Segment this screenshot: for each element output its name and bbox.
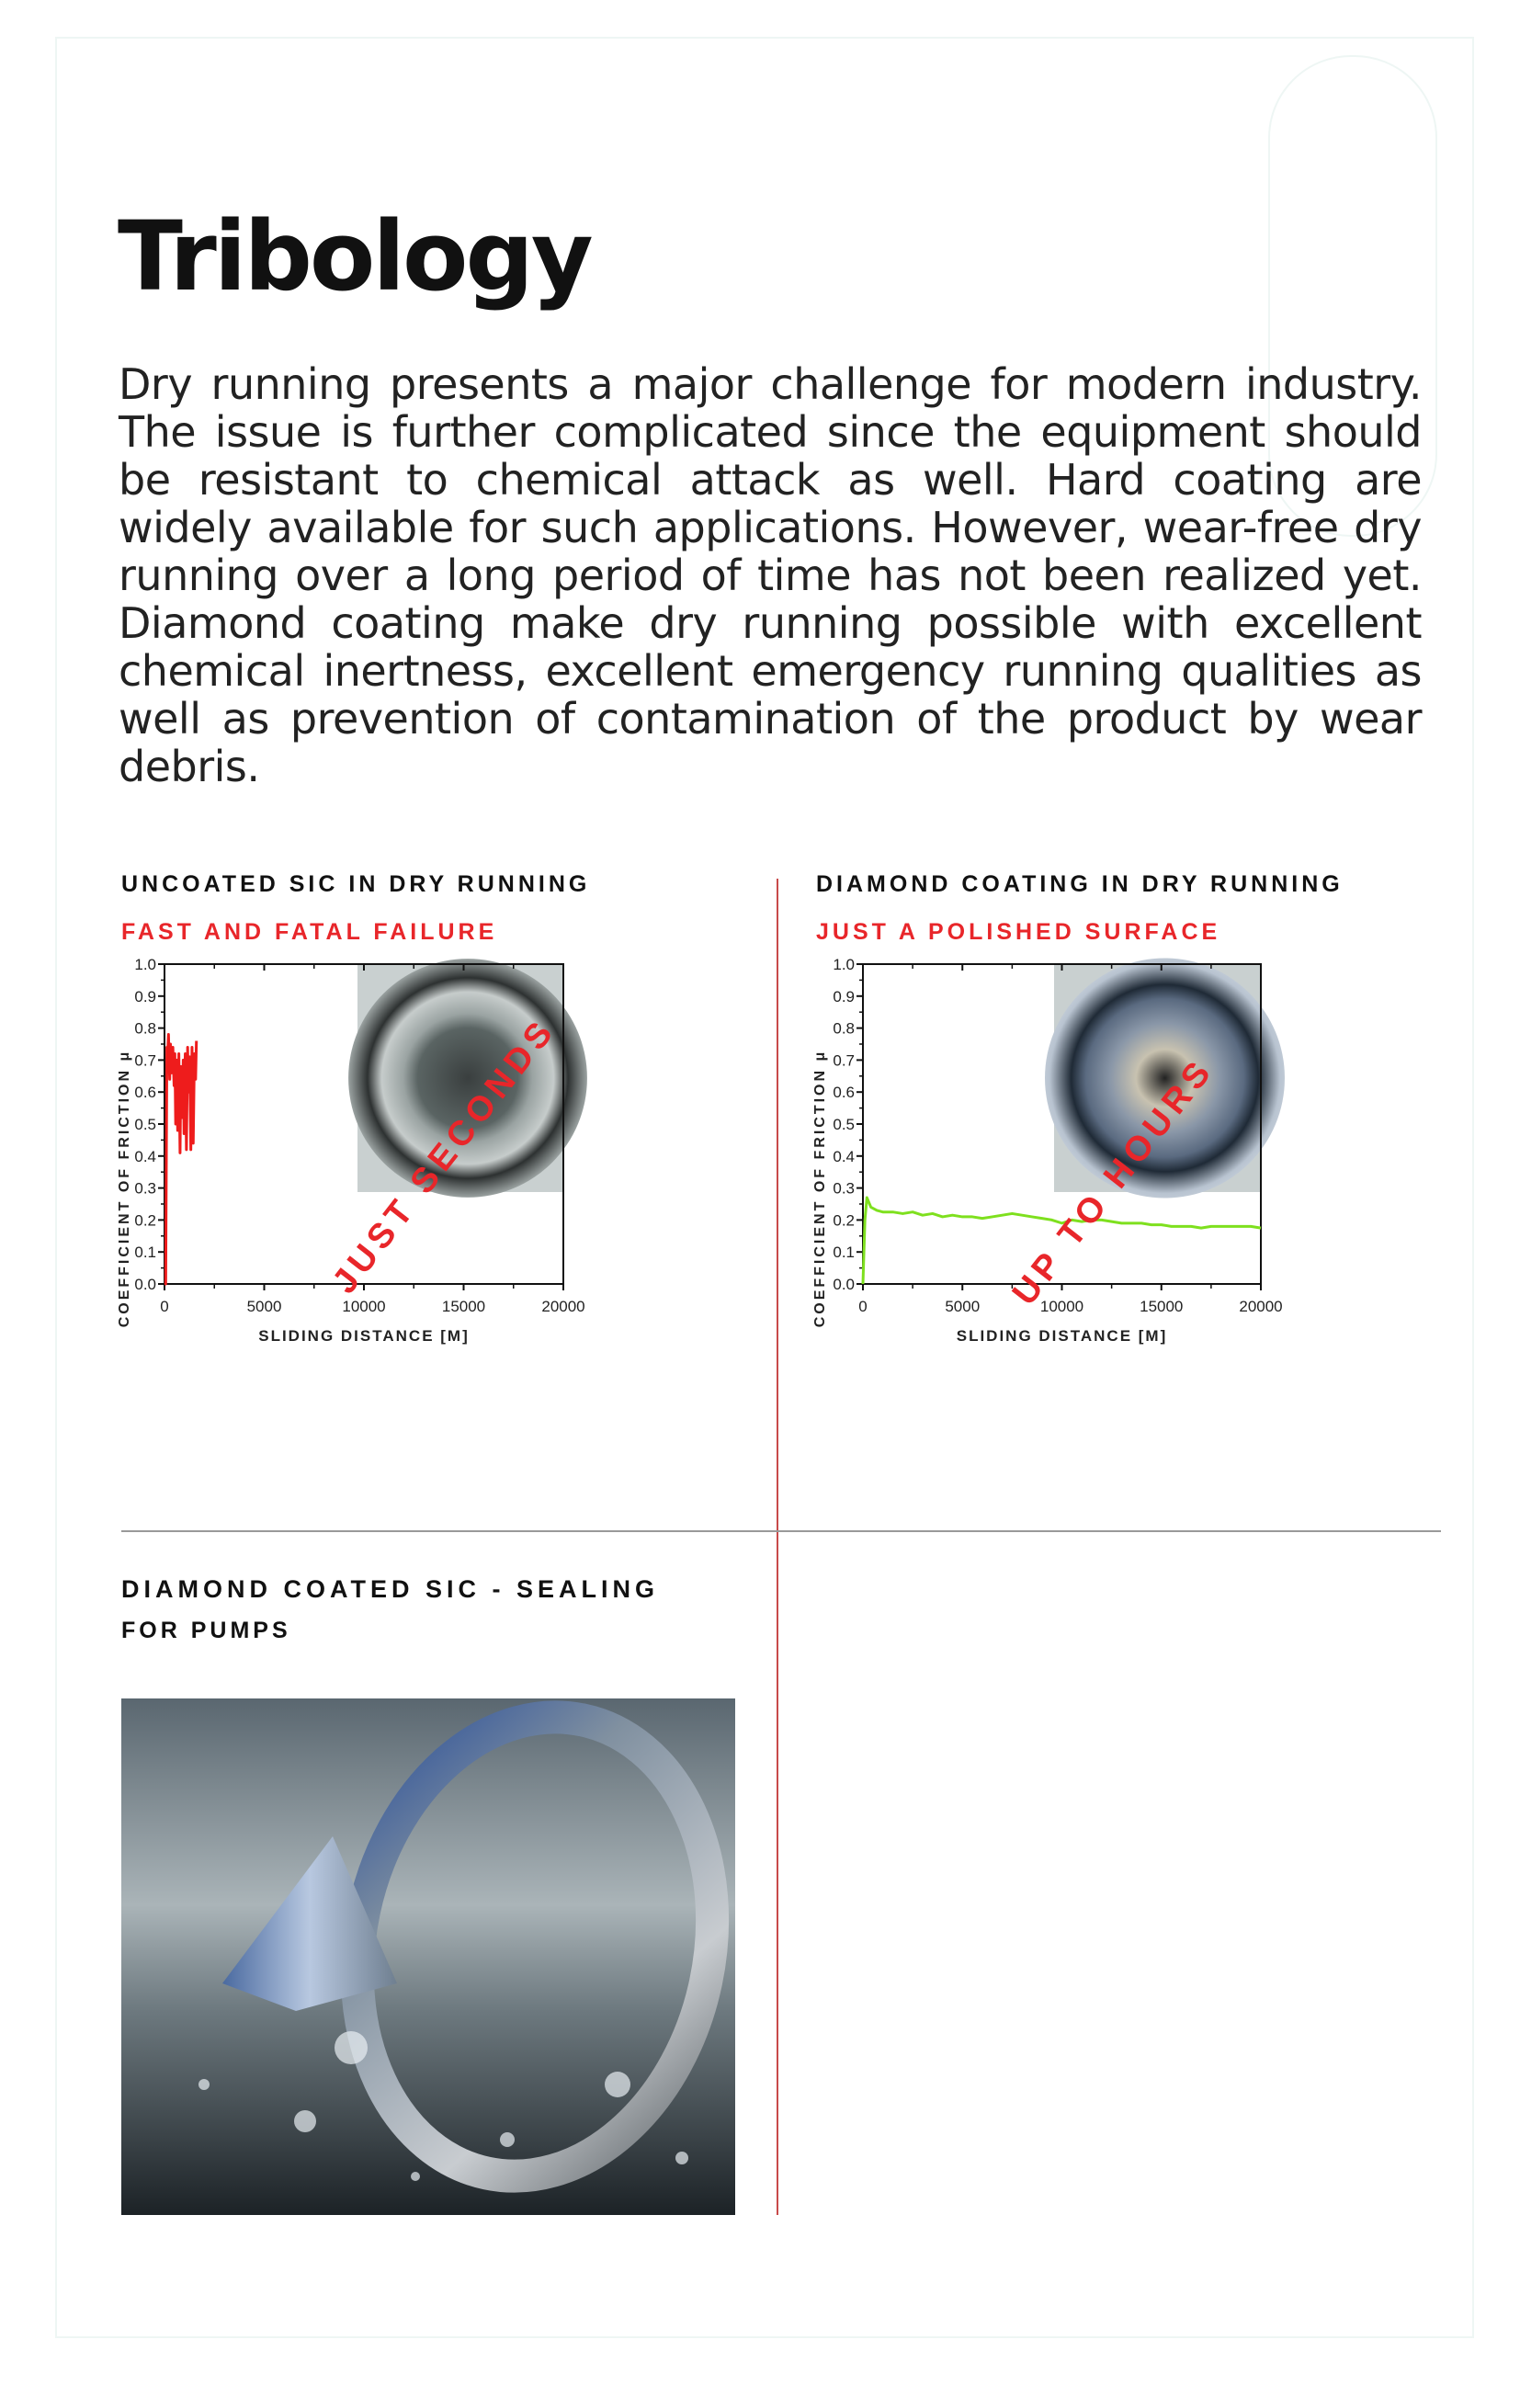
diamond-coated-seal-photo: [121, 1698, 735, 2215]
y-tick-label: 0.4: [833, 1148, 855, 1165]
x-tick-label: 10000: [1040, 1298, 1083, 1315]
x-tick-label: 0: [858, 1298, 867, 1315]
x-axis-label: SLIDING DISTANCE [M]: [258, 1327, 470, 1345]
x-tick-label: 20000: [1239, 1298, 1282, 1315]
y-tick-label: 0.6: [833, 1084, 855, 1101]
y-tick-label: 1.0: [833, 956, 855, 973]
y-tick-label: 0.4: [134, 1148, 156, 1165]
x-tick-label: 5000: [247, 1298, 282, 1315]
y-tick-label: 0.1: [134, 1244, 156, 1261]
intro-paragraph: Dry running presents a major challenge f…: [119, 359, 1423, 791]
worn-seal-photo: [348, 959, 587, 1198]
section-subheading-diamond: Just a polished surface: [816, 919, 1221, 945]
y-tick-label: 0.2: [134, 1211, 156, 1229]
y-tick-label: 0.6: [134, 1084, 156, 1101]
chart-diamond-coating: 0.0 0.1 0.2 0.3 0.4 0.5 0.6 0.7 0.8 0.9 1.0 0 5000 10…: [812, 956, 1285, 1345]
x-tick-label: 10000: [342, 1298, 385, 1315]
x-tick-label: 0: [160, 1298, 168, 1315]
x-tick-label: 20000: [541, 1298, 584, 1315]
y-tick-label: 0.0: [134, 1276, 156, 1293]
y-tick-label: 0.2: [833, 1211, 855, 1229]
section-heading-diamond: Diamond coating in dry running: [816, 871, 1344, 897]
row-divider: [121, 1530, 1441, 1532]
y-tick-label: 0.5: [833, 1116, 855, 1133]
data-series-line: [164, 1033, 199, 1286]
page-title: Tribology: [118, 200, 594, 312]
y-tick-label: 0.3: [134, 1180, 156, 1198]
column-divider: [777, 879, 778, 2215]
section-heading-pumps-line2: for pumps: [121, 1618, 291, 1643]
section-heading-uncoated: Uncoated SiC in dry running: [121, 871, 591, 897]
y-tick-label: 0.1: [833, 1244, 855, 1261]
y-axis-label: COEFFICIENT OF FRICTION μ: [812, 1050, 828, 1328]
y-tick-label: 1.0: [134, 956, 156, 973]
y-axis-label: COEFFICIENT OF FRICTION μ: [117, 1050, 132, 1328]
y-tick-label: 0.3: [833, 1180, 855, 1198]
x-tick-label: 15000: [442, 1298, 485, 1315]
y-tick-label: 0.5: [134, 1116, 156, 1133]
section-subheading-uncoated: Fast and fatal failure: [121, 919, 498, 945]
chart-uncoated-sic: 0.0 0.1 0.2 0.3 0.4 0.5 0.6 0.7 0.8 0.9 1.0 0 5000 10…: [117, 956, 587, 1345]
y-tick-label: 0.0: [833, 1276, 855, 1293]
x-axis-label: SLIDING DISTANCE [M]: [957, 1327, 1168, 1345]
x-tick-label: 5000: [945, 1298, 980, 1315]
polished-seal-photo: [1045, 958, 1285, 1198]
y-tick-label: 0.9: [833, 988, 855, 1005]
y-tick-label: 0.7: [134, 1051, 156, 1069]
section-heading-pumps: Diamond coated SiC - sealing: [121, 1575, 659, 1603]
data-series-line: [861, 1196, 1262, 1285]
y-tick-label: 0.7: [833, 1051, 855, 1069]
y-tick-label: 0.8: [134, 1020, 156, 1038]
x-tick-label: 15000: [1140, 1298, 1183, 1315]
y-tick-label: 0.9: [134, 988, 156, 1005]
y-tick-label: 0.8: [833, 1020, 855, 1038]
